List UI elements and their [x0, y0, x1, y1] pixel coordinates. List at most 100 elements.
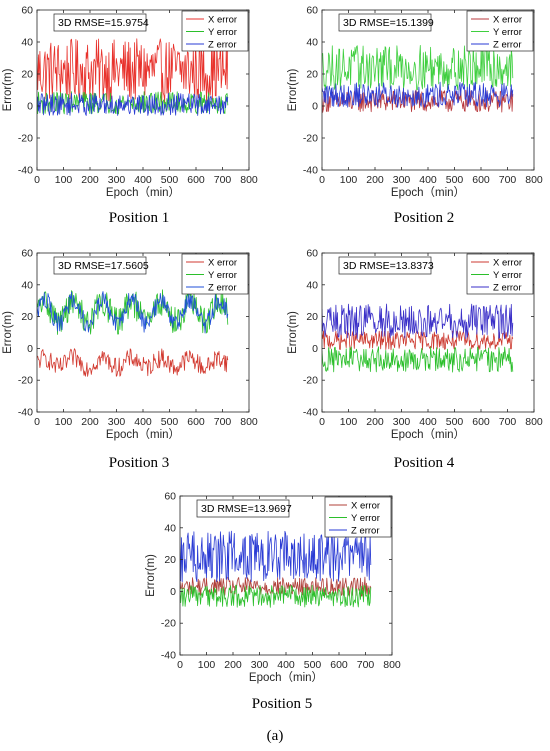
- y-axis-label: Error(m): [2, 68, 14, 111]
- x-tick-label: 200: [366, 174, 384, 186]
- chart-panel-3: 0 100 200 300 400 500 600 700 800 -40 -20 0 20 40 60 Ep…: [2, 248, 258, 472]
- y-axis-label: Error(m): [145, 554, 157, 597]
- x-axis-label: Epoch（min）: [391, 186, 465, 199]
- legend-entry: Y error: [208, 270, 237, 281]
- figure-panel-label: (a): [267, 728, 284, 744]
- series-line-x-error: [37, 348, 229, 377]
- y-axis-label: Error(m): [287, 68, 299, 111]
- x-tick-label: 800: [525, 174, 543, 186]
- x-tick-label: 800: [525, 416, 543, 428]
- series-line-y-error: [322, 346, 514, 373]
- y-tick-label: 40: [306, 279, 318, 291]
- legend-entry: Z error: [351, 525, 380, 536]
- x-tick-label: 200: [366, 416, 384, 428]
- x-tick-label: 300: [393, 416, 411, 428]
- x-tick-label: 300: [108, 416, 126, 428]
- legend-entry: Y error: [493, 27, 522, 38]
- y-tick-label: 60: [306, 248, 318, 260]
- y-tick-label: 20: [306, 311, 318, 323]
- x-tick-label: 200: [81, 174, 99, 186]
- series-line-x-error: [322, 89, 514, 113]
- x-tick-label: 600: [472, 416, 490, 428]
- legend-entry: Y error: [493, 270, 522, 281]
- panel-caption: Position 4: [394, 455, 455, 471]
- x-tick-label: 100: [55, 174, 73, 186]
- rmse-annotation: 3D RMSE=17.5605: [53, 256, 149, 275]
- y-tick-label: 0: [27, 101, 33, 113]
- panel-caption: Position 3: [109, 455, 169, 471]
- x-axis-label: Epoch（min）: [391, 428, 465, 441]
- series-line-z-error: [322, 81, 514, 108]
- x-tick-label: 400: [419, 416, 437, 428]
- x-tick-label: 0: [319, 416, 325, 428]
- legend-entry: X error: [493, 257, 522, 268]
- rmse-label: 3D RMSE=17.5605: [58, 260, 149, 272]
- legend-entry: X error: [493, 14, 522, 25]
- x-tick-label: 300: [393, 174, 411, 186]
- x-tick-label: 400: [134, 416, 152, 428]
- x-tick-label: 300: [108, 174, 126, 186]
- y-tick-label: 60: [21, 248, 33, 260]
- rmse-label: 3D RMSE=15.9754: [58, 17, 149, 29]
- x-tick-label: 100: [55, 416, 73, 428]
- y-tick-label: 60: [164, 491, 176, 503]
- chart-panel-1: 0 100 200 300 400 500 600 700 800 -40 -20 0 20 40 60 Ep…: [2, 5, 258, 227]
- y-tick-label: -20: [303, 375, 318, 387]
- x-tick-label: 600: [187, 174, 205, 186]
- x-tick-label: 500: [161, 416, 179, 428]
- y-tick-label: -20: [18, 133, 33, 145]
- rmse-label: 3D RMSE=13.8373: [343, 260, 434, 272]
- chart-panel-4: 0 100 200 300 400 500 600 700 800 -40 -20 0 20 40 60 Ep…: [287, 248, 543, 472]
- x-tick-label: 700: [357, 659, 375, 671]
- legend-entry: Y error: [208, 27, 237, 38]
- y-tick-label: 0: [312, 101, 318, 113]
- y-tick-label: 20: [21, 311, 33, 323]
- y-tick-label: -40: [18, 165, 33, 177]
- y-tick-label: -20: [161, 618, 176, 630]
- x-tick-label: 500: [446, 174, 464, 186]
- x-tick-label: 700: [499, 174, 517, 186]
- x-tick-label: 700: [499, 416, 517, 428]
- chart-panel-2: 0 100 200 300 400 500 600 700 800 -40 -20 0 20 40 60 Ep…: [287, 5, 543, 227]
- x-tick-label: 300: [251, 659, 269, 671]
- y-tick-label: -40: [161, 650, 176, 662]
- legend-entry: Z error: [208, 282, 237, 293]
- x-tick-label: 600: [330, 659, 348, 671]
- y-tick-label: 20: [164, 554, 176, 566]
- series-line-z-error: [37, 92, 229, 116]
- rmse-annotation: 3D RMSE=15.9754: [53, 13, 149, 32]
- x-tick-label: 600: [187, 416, 205, 428]
- x-tick-label: 100: [198, 659, 216, 671]
- x-axis-label: Epoch（min）: [106, 428, 180, 441]
- x-tick-label: 400: [277, 659, 295, 671]
- rmse-label: 3D RMSE=15.1399: [343, 17, 434, 29]
- x-tick-label: 400: [134, 174, 152, 186]
- panel-caption: Position 2: [394, 210, 454, 226]
- y-tick-label: 60: [306, 5, 318, 17]
- legend-entry: Y error: [351, 513, 380, 524]
- x-axis-label: Epoch（min）: [249, 671, 323, 684]
- x-tick-label: 700: [214, 416, 232, 428]
- y-tick-label: 20: [306, 69, 318, 81]
- x-tick-label: 200: [224, 659, 242, 671]
- x-tick-label: 0: [319, 174, 325, 186]
- series-line-z-error: [37, 290, 229, 334]
- panel-caption: Position 5: [252, 696, 312, 712]
- y-tick-label: 0: [170, 586, 176, 598]
- rmse-annotation: 3D RMSE=15.1399: [338, 13, 434, 32]
- x-tick-label: 800: [383, 659, 401, 671]
- x-tick-label: 700: [214, 174, 232, 186]
- y-tick-label: -20: [18, 375, 33, 387]
- series-line-x-error: [180, 576, 372, 597]
- y-tick-label: 40: [21, 37, 33, 49]
- x-axis-label: Epoch（min）: [106, 186, 180, 199]
- x-tick-label: 200: [81, 416, 99, 428]
- x-tick-label: 500: [446, 416, 464, 428]
- y-tick-label: 0: [27, 343, 33, 355]
- x-tick-label: 500: [304, 659, 322, 671]
